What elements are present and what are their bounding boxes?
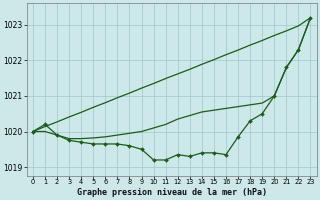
- X-axis label: Graphe pression niveau de la mer (hPa): Graphe pression niveau de la mer (hPa): [77, 188, 267, 197]
